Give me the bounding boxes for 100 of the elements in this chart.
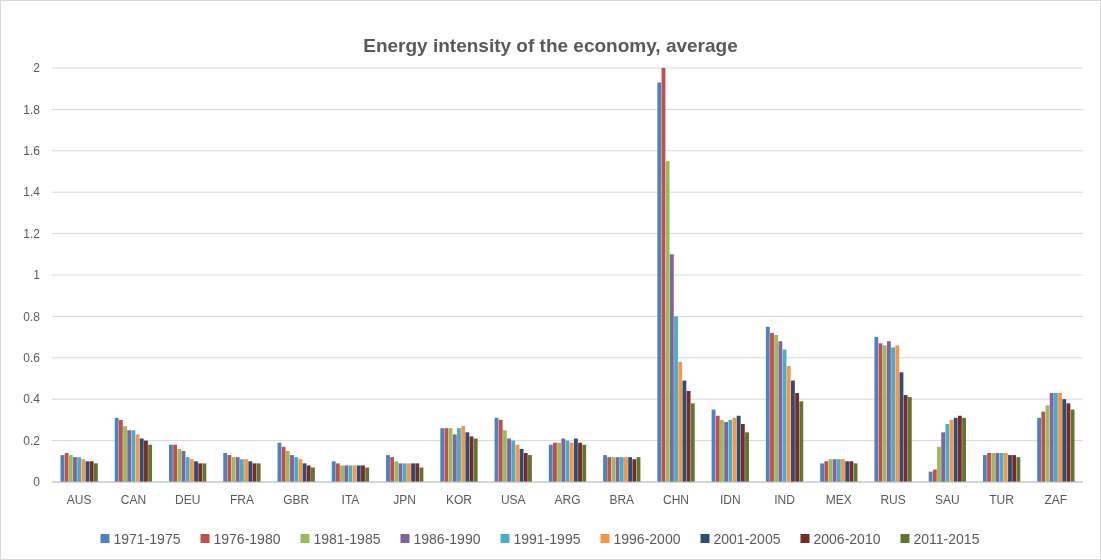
legend-label: 1986-1990 [413,531,481,547]
bar [1066,403,1071,482]
bar [557,442,562,482]
bar [515,444,520,482]
x-tick-label: IDN [719,493,741,507]
bar [93,463,98,482]
bar [770,332,774,482]
bar [573,438,578,482]
bar [394,461,399,482]
bar [578,442,582,482]
bar [849,461,854,482]
x-tick-label: ARG [554,493,581,507]
x-tick-label: MEX [825,493,852,507]
bar [957,415,962,482]
bar [891,347,895,482]
bar [123,426,127,482]
bar [331,461,336,482]
bar [937,446,941,482]
bar [202,463,207,482]
bar [607,457,612,482]
x-tick-label: CAN [120,493,147,507]
legend-label: 1996-2000 [613,531,681,547]
x-tick-label: AUS [66,493,92,507]
x-tick-label: SAU [935,493,960,507]
bar [945,424,950,482]
bar [987,453,991,482]
bar [189,459,194,482]
bar [306,465,311,482]
bar [874,337,879,482]
bar [448,428,453,482]
bar [452,434,457,482]
bar [415,463,420,482]
bar [553,442,557,482]
bar [561,438,566,482]
bar [999,453,1004,482]
bar [294,457,299,482]
bar [507,438,511,482]
x-tick-label: IND [774,493,796,507]
bar [932,469,937,482]
y-tick-label: 1 [33,268,41,283]
bar [903,395,908,482]
x-tick-label: ITA [341,493,360,507]
legend-label: 2006-2010 [813,531,881,547]
bar [669,254,674,482]
bar [114,417,119,482]
bar [1062,399,1067,482]
bar [820,463,825,482]
bar [390,457,395,482]
bar [832,459,837,482]
x-tick-label: ZAF [1044,493,1068,507]
bar [569,442,574,482]
bar [728,419,733,482]
bar [1008,455,1012,482]
y-tick-label: 2 [33,61,41,76]
bar [148,444,153,482]
bar [227,455,232,482]
x-tick-label: TUR [989,493,1015,507]
bar [603,455,607,482]
bar [1070,409,1075,482]
bar [682,380,687,482]
bar [365,467,370,482]
bar [845,461,850,482]
bar [982,455,987,482]
bar [173,444,178,482]
bar [791,380,795,482]
bar [356,465,361,482]
bar [1053,392,1058,482]
bar [962,417,966,482]
bar [177,448,182,482]
bar [60,455,65,482]
x-tick-label: BRA [609,493,635,507]
bar [135,434,140,482]
bar [523,453,528,482]
bar [665,161,670,482]
y-tick-label: 0.2 [23,433,41,448]
bar [118,419,123,482]
y-tick-label: 0.4 [23,392,41,407]
bar [127,430,132,482]
bar [824,461,829,482]
bar [235,457,240,482]
bar [582,444,587,482]
legend-label: 1991-1995 [513,531,581,547]
bar [444,428,449,482]
bar [686,390,691,482]
bar [615,457,620,482]
y-tick-label: 0.8 [23,309,41,324]
bar [73,457,77,482]
bar [841,459,845,482]
bar [290,455,294,482]
y-tick-label: 1.8 [23,102,41,117]
bar [678,361,683,482]
bar [310,467,315,482]
bar [281,446,286,482]
bar [736,415,741,482]
bar [240,459,244,482]
bar [1016,457,1021,482]
bar [720,419,724,482]
bar [995,453,1000,482]
x-tick-label: USA [500,493,526,507]
x-tick-label: RUS [880,493,906,507]
